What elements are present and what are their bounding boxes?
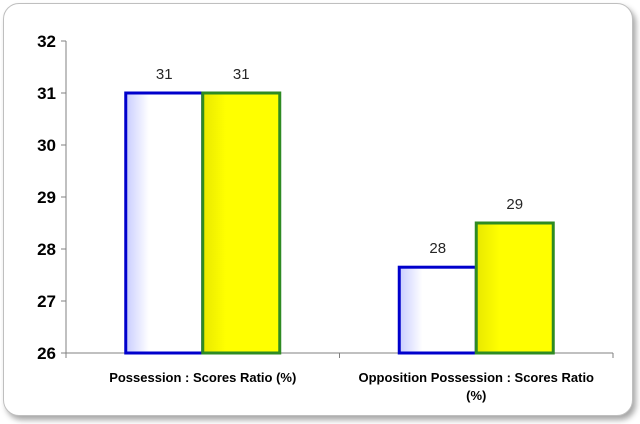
data-label: 28 (429, 240, 446, 257)
y-tick-label: 32 (37, 32, 56, 51)
y-tick-label: 28 (37, 240, 56, 259)
y-tick-label: 31 (37, 84, 56, 103)
data-label: 31 (156, 66, 173, 83)
bar-2-cat-1 (201, 91, 282, 355)
labels: 31 31 Possession : Scores Ratio (%) 28 29 Opp… (109, 66, 594, 403)
y-tick-label: 30 (37, 136, 56, 155)
data-label: 31 (233, 66, 250, 83)
bars (124, 91, 555, 355)
y-tick-label: 27 (37, 292, 56, 311)
x-category-label: Opposition Possession : Scores Ratio (359, 370, 595, 385)
x-category-label: (%) (466, 388, 486, 403)
bar-1-cat-2 (397, 265, 478, 355)
bar-1-cat-1 (124, 91, 205, 355)
x-category-label: Possession : Scores Ratio (%) (109, 370, 296, 385)
data-label: 29 (506, 196, 523, 213)
y-tick-label: 26 (37, 344, 56, 363)
y-tick-label: 29 (37, 188, 56, 207)
bar-2-cat-2 (474, 221, 555, 355)
